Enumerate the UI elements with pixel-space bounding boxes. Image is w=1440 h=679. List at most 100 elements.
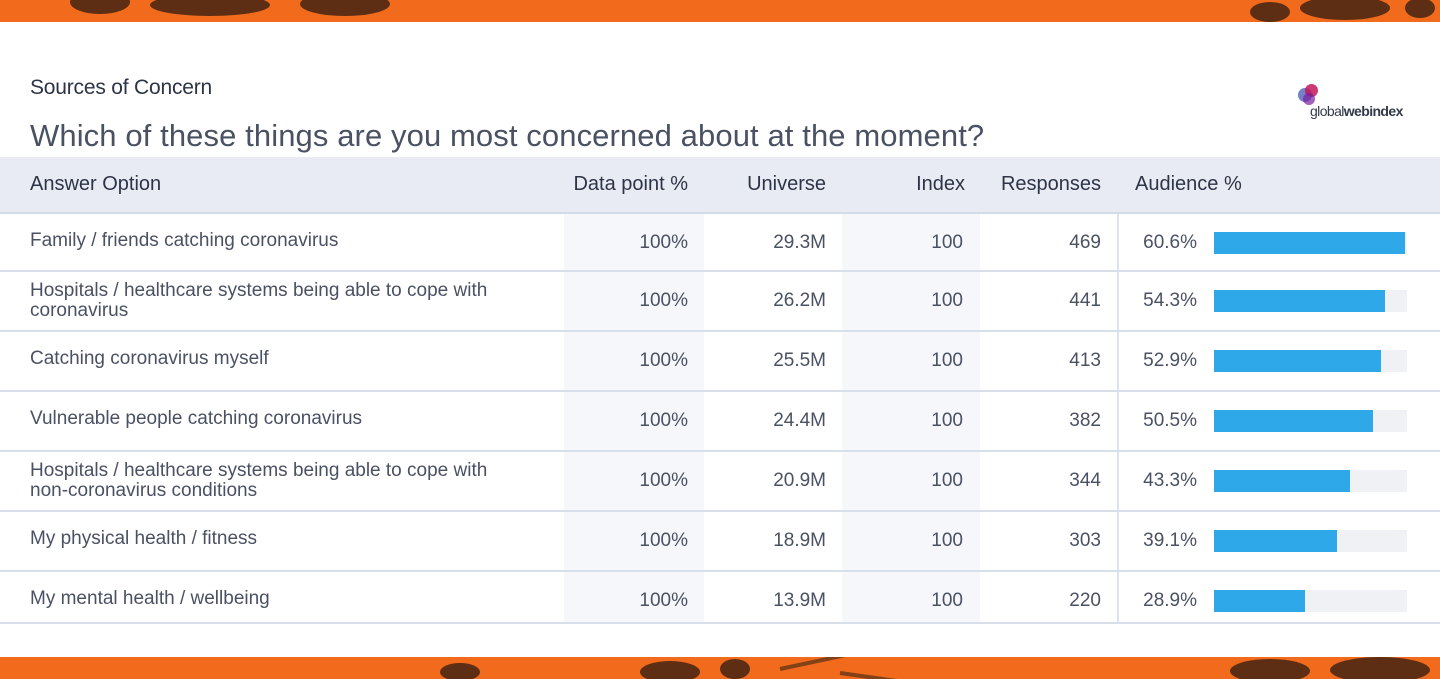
data-point-value: 100% [639,530,688,551]
logo-wordmark: globalwebindex [1310,103,1403,119]
column-shade-index [842,214,980,270]
audience-bar-track [1214,350,1407,372]
column-header-answer-option[interactable]: Answer Option [30,173,162,195]
answer-option-label: My mental health / wellbeing [30,588,270,609]
audience-value: 60.6% [1143,232,1197,253]
audience-bar-fill [1214,350,1381,372]
column-shade-index [842,272,980,330]
logo-text-bold: webindex [1343,103,1404,119]
audience-bar-track [1214,232,1407,254]
data-point-value: 100% [639,470,688,491]
column-shade-data-point [564,272,704,330]
audience-bar-fill [1214,290,1386,312]
audience-value: 39.1% [1143,530,1197,551]
universe-value: 24.4M [773,410,826,431]
column-shade-data-point [564,512,704,570]
responses-value: 303 [1069,530,1101,551]
audience-bar-track [1214,590,1407,612]
column-shade-index [842,392,980,450]
audience-bar-track [1214,410,1407,432]
audience-bar-track [1214,530,1407,552]
audience-value: 52.9% [1143,350,1197,371]
column-divider [1117,512,1119,570]
table-row[interactable]: Family / friends catching coronavirus 100… [0,214,1440,272]
column-shade-data-point [564,332,704,390]
column-shade-index [842,452,980,510]
column-divider [1117,452,1119,510]
bottom-decorative-band [0,657,1440,679]
universe-value: 25.5M [773,350,826,371]
table-row[interactable]: Vulnerable people catching coronavirus 10… [0,392,1440,452]
audience-value: 43.3% [1143,470,1197,491]
table-header: Answer Option Data point % Universe Inde… [0,157,1440,214]
globalwebindex-logo: globalwebindex [1296,84,1416,124]
responses-value: 382 [1069,410,1101,431]
data-point-value: 100% [639,350,688,371]
answer-option-label: Family / friends catching coronavirus [30,230,339,251]
answer-option-label: Catching coronavirus myself [30,348,269,369]
index-value: 100 [931,290,963,311]
index-value: 100 [931,590,963,611]
index-value: 100 [931,232,963,253]
data-point-value: 100% [639,410,688,431]
universe-value: 26.2M [773,290,826,311]
report-panel: Sources of Concern Which of these things… [0,22,1440,657]
column-divider [1117,214,1119,270]
audience-bar-fill [1214,470,1351,492]
universe-value: 18.9M [773,530,826,551]
table-row[interactable]: Catching coronavirus myself 100% 25.5M 100 4… [0,332,1440,392]
column-header-audience[interactable]: Audience % [1135,173,1242,195]
answer-option-label: Hospitals / healthcare systems being abl… [30,280,488,321]
column-shade-data-point [564,572,704,622]
responses-value: 469 [1069,232,1101,253]
column-divider [1117,572,1119,622]
column-shade-index [842,512,980,570]
index-value: 100 [931,350,963,371]
audience-bar-track [1214,290,1407,312]
data-point-value: 100% [639,232,688,253]
universe-value: 13.9M [773,590,826,611]
audience-bar-fill [1214,530,1338,552]
audience-bar-fill [1214,232,1405,254]
data-point-value: 100% [639,590,688,611]
column-header-responses[interactable]: Responses [1000,173,1101,195]
results-table: Answer Option Data point % Universe Inde… [0,157,1440,624]
responses-value: 441 [1069,290,1101,311]
column-shade-data-point [564,452,704,510]
audience-bar-fill [1214,410,1374,432]
column-shade-index [842,572,980,622]
answer-option-label: My physical health / fitness [30,528,258,549]
table-row[interactable]: My physical health / fitness 100% 18.9M 100… [0,512,1440,572]
audience-bar-fill [1214,590,1306,612]
responses-value: 344 [1069,470,1101,491]
table-row[interactable]: Hospitals / healthcare systems being abl… [0,452,1440,512]
data-point-value: 100% [639,290,688,311]
logo-dots-icon [1296,84,1322,110]
table-body: Family / friends catching coronavirus 100… [0,214,1440,624]
column-divider [1117,332,1119,390]
column-header-universe[interactable]: Universe [747,173,826,195]
column-header-data-point[interactable]: Data point % [573,173,688,195]
top-decorative-band [0,0,1440,22]
logo-text-light: global [1310,103,1344,119]
column-divider [1117,272,1119,330]
audience-value: 28.9% [1143,590,1197,611]
column-divider [1117,392,1119,450]
responses-value: 413 [1069,350,1101,371]
index-value: 100 [931,410,963,431]
table-row[interactable]: Hospitals / healthcare systems being abl… [0,272,1440,332]
universe-value: 29.3M [773,232,826,253]
audience-value: 54.3% [1143,290,1197,311]
answer-option-label: Vulnerable people catching coronavirus [30,408,363,429]
column-shade-data-point [564,392,704,450]
table-row[interactable]: My mental health / wellbeing 100% 13.9M 100… [0,572,1440,624]
index-value: 100 [931,470,963,491]
answer-option-label: Hospitals / healthcare systems being abl… [30,460,488,501]
audience-bar-track [1214,470,1407,492]
index-value: 100 [931,530,963,551]
column-header-index[interactable]: Index [916,173,965,195]
universe-value: 20.9M [773,470,826,491]
question-title: Which of these things are you most conce… [30,118,985,153]
audience-value: 50.5% [1143,410,1197,431]
column-shade-index [842,332,980,390]
